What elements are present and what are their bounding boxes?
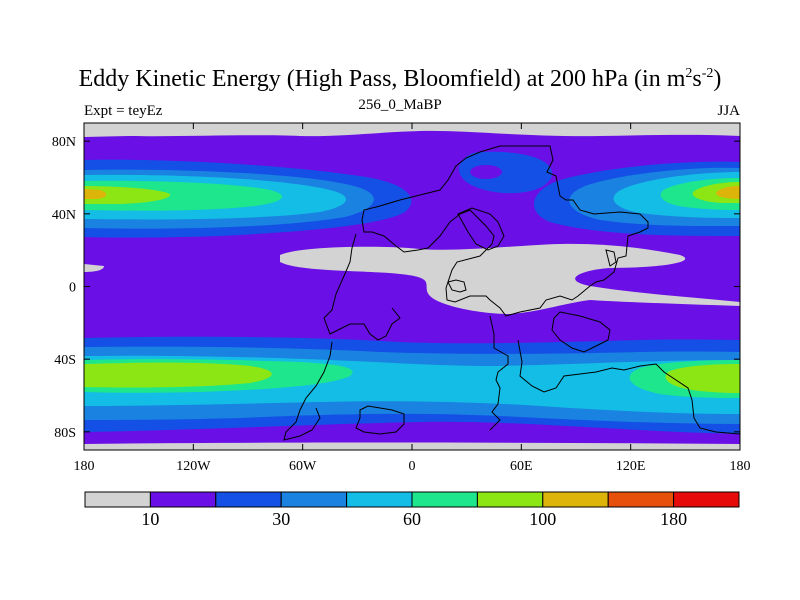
colorbar-label: 60 [403,509,421,529]
y-tick-label: 40N [52,208,76,223]
x-tick-label: 120W [176,459,211,474]
colorbar-box [280,491,348,508]
colorbar-box [84,491,151,508]
colorbar-box [411,491,478,508]
y-tick-label: 80N [52,135,76,150]
colorbar-box [542,491,609,508]
colorbar: 10 30 60 100 180 [84,491,740,529]
colorbar-label: 180 [660,509,687,529]
continent-outlines [283,145,740,441]
x-tick-label: 180 [730,459,751,474]
colorbar-label: 10 [141,509,159,529]
x-tick-label: 120E [616,459,646,474]
x-tick-label: 180 [74,459,95,474]
colorbar-box [607,491,675,508]
x-tick-label: 60E [510,459,533,474]
subtitle: 256_0_MaBP [358,97,442,113]
x-tick-label: 60W [289,459,317,474]
y-tick-label: 40S [54,353,76,368]
y-tick-label: 80S [54,426,76,441]
contour-fill [84,123,740,450]
colorbar-box [149,491,217,508]
axis-ticks: 180 120W 60W 0 60E 120E 180 80N 40N 0 40S 80S [52,123,751,474]
colorbar-label: 30 [272,509,290,529]
colorbar-label: 100 [529,509,556,529]
season-label: JJA [717,103,740,119]
x-tick-label: 0 [409,459,416,474]
colorbar-box [673,491,740,508]
colorbar-box [215,491,282,508]
colorbar-box [476,491,544,508]
experiment-label: Expt = teyEz [84,103,163,119]
colorbar-box [346,491,413,508]
map-title: Eddy Kinetic Energy (High Pass, Bloomfie… [78,66,722,92]
y-tick-label: 0 [69,281,76,296]
